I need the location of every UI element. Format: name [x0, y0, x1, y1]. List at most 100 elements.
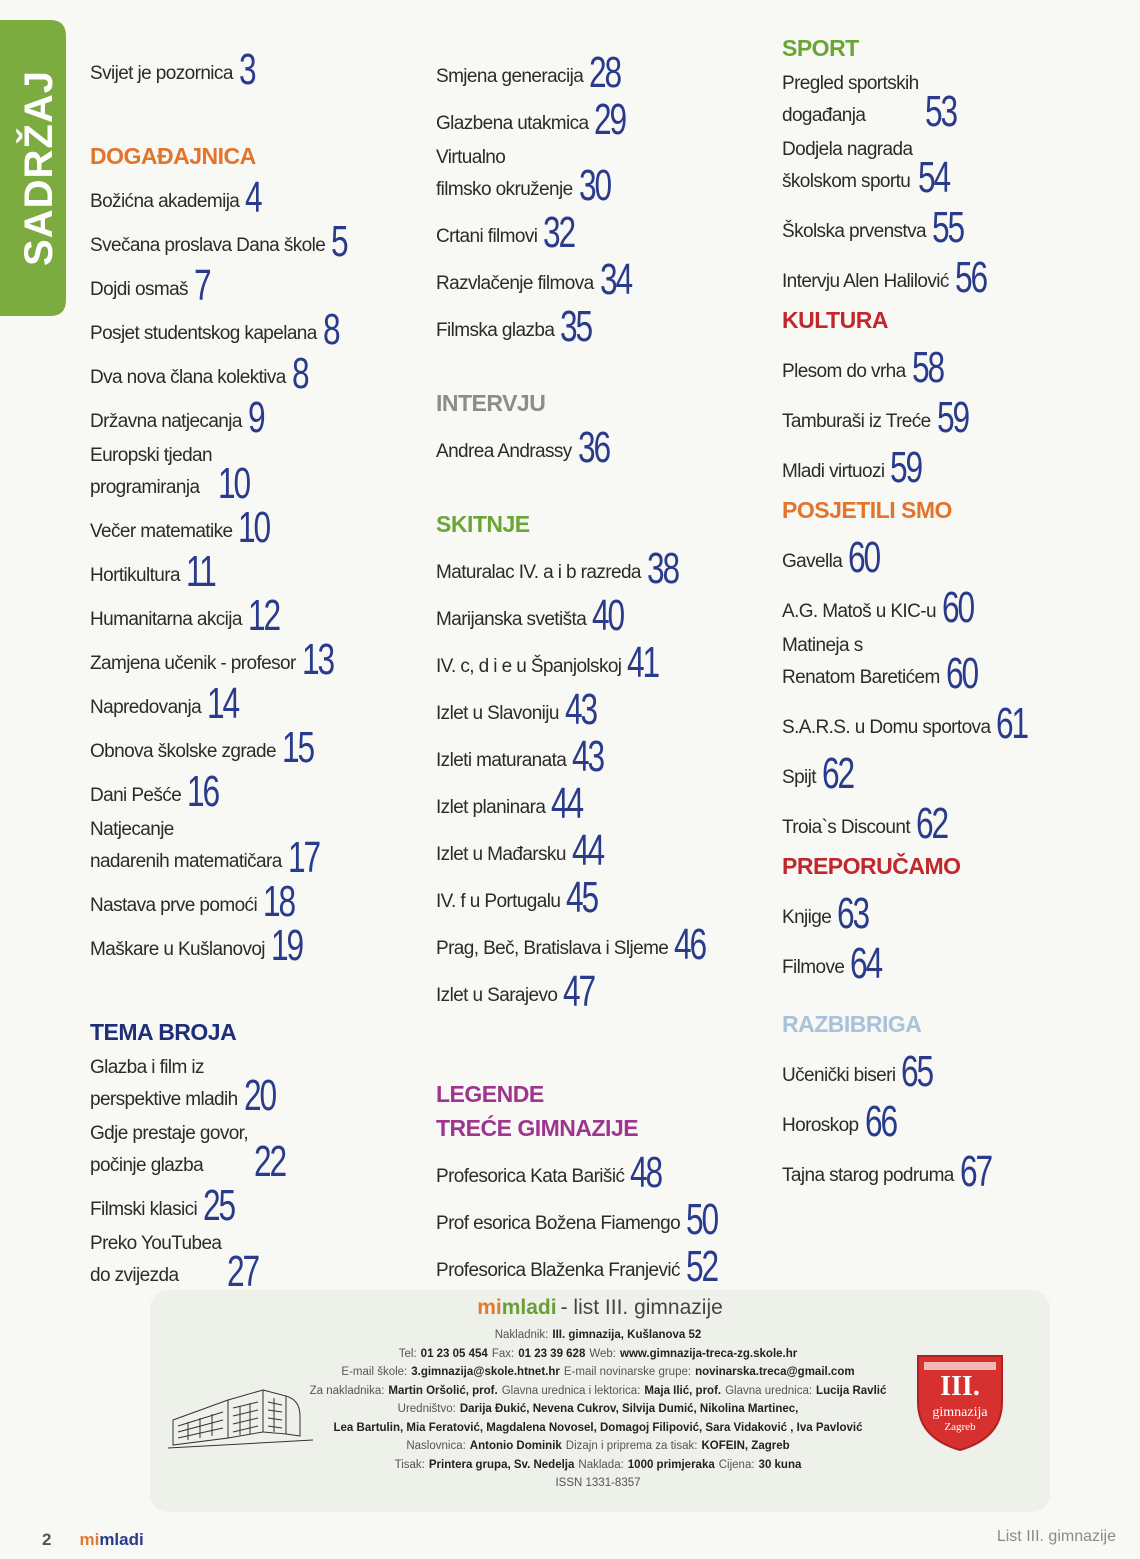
entry-title-line: Školska prvenstva — [782, 221, 927, 242]
imprint-value: Antonio Dominik — [469, 1440, 562, 1452]
entry-title-line: Crtani filmovi — [436, 226, 538, 247]
toc-entry: Državna natjecanja 9 — [90, 396, 420, 440]
entry-title-line: Filmove — [782, 957, 845, 978]
page-number: 59 — [890, 443, 923, 492]
imprint-label: Tel: — [398, 1347, 417, 1360]
page-number: 43 — [572, 732, 605, 781]
entry-title-line: Tamburaši iz Treće — [782, 411, 931, 432]
entry-title-line: Preko YouTubea — [90, 1233, 222, 1254]
heading-line: SKITNJE — [436, 511, 530, 537]
imprint-brand: mimladi - list III. gimnazije — [300, 1296, 900, 1320]
section-heading: TEMA BROJA — [90, 1012, 420, 1052]
entry-title-line: Horoskop — [782, 1115, 859, 1136]
toc-entry: Tajna starog podruma 67 — [782, 1144, 1112, 1194]
page-number: 45 — [566, 873, 599, 922]
toc-entry: Filmska glazba 35 — [436, 302, 766, 349]
imprint-label: E-mail škole: — [341, 1366, 408, 1378]
logo-numeral: III. — [940, 1371, 980, 1402]
entry-title-line: Virtualno — [436, 147, 506, 168]
page-number: 14 — [207, 679, 240, 728]
toc-entry: S.A.R.S. u Domu sportova 61 — [782, 696, 1112, 746]
toc-entry: Učenički biseri 65 — [782, 1044, 1112, 1094]
entry-title-line: filmsko okruženje — [436, 179, 573, 200]
entry-title: Matineja s Renatom Baretićem — [782, 630, 940, 696]
entry-title: Virtualno filmsko okruženje — [436, 142, 573, 208]
section-heading: POSJETILI SMO — [782, 490, 1112, 530]
entry-title-line: Izlet u Mađarsku — [436, 844, 566, 865]
entry-title-line: Intervju Alen Halilović — [782, 271, 949, 292]
entry-title: Andrea Andrassy — [436, 436, 572, 470]
section-heading: RAZBIBRIGA — [782, 1004, 1112, 1044]
entry-title-line: Smjena generacija — [436, 66, 584, 87]
entry-title: Nastava prve pomoći — [90, 890, 258, 924]
entry-title-line: Renatom Baretićem — [782, 667, 940, 688]
entry-title: Obnova školske zgrade — [90, 736, 277, 770]
imprint-value: Lucija Ravlić — [816, 1384, 887, 1397]
page-number: 30 — [578, 161, 612, 210]
imprint-label: Naslovnica: — [406, 1440, 466, 1452]
imprint-label: Naklada: — [578, 1458, 624, 1471]
page-number: 11 — [185, 547, 217, 596]
entry-title-line: Razvlačenje filmova — [436, 273, 594, 294]
entry-title: Preko YouTubea do zvijezda — [90, 1228, 222, 1294]
page-number: 22 — [254, 1137, 287, 1186]
entry-title-line: počinje glazba — [90, 1155, 204, 1176]
imprint-value: KOFEIN, Zagreb — [701, 1440, 790, 1452]
toc-entry: Razvlačenje filmova 34 — [436, 255, 766, 302]
page-number: 16 — [187, 767, 220, 816]
page-number: 38 — [646, 544, 680, 593]
entry-title: Smjena generacija — [436, 61, 584, 95]
toc-entry: Gavella 60 — [782, 530, 1112, 580]
brand-mladi: mladi — [501, 1296, 557, 1319]
toc-entry: Marijanska svetišta 40 — [436, 591, 766, 638]
toc-entry: IV. c, d i e u Španjolskoj 41 — [436, 638, 766, 685]
page-number: 8 — [322, 305, 341, 354]
entry-title-line: Nastava prve pomoći — [90, 895, 258, 916]
page-number: 13 — [301, 635, 335, 684]
page-number: 8 — [291, 349, 310, 398]
entry-title-line: Profesorica Blaženka Franjević — [436, 1260, 680, 1281]
page-number: 60 — [945, 649, 979, 698]
toc-section: Svijet je pozornica 3 — [90, 48, 420, 92]
toc-entry: Obnova školske zgrade 15 — [90, 726, 420, 770]
toc-entry: Maturalac IV. a i b razreda 38 — [436, 544, 766, 591]
imprint-label: Glavna urednica i lektorica: — [501, 1384, 641, 1397]
page-number: 47 — [563, 967, 596, 1016]
entry-title: Razvlačenje filmova — [436, 268, 594, 302]
entry-title: Zamjena učenik - profesor — [90, 648, 296, 682]
school-logo: III. gimnazija Zagreb — [917, 1355, 1003, 1452]
toc-entry: Svijet je pozornica 3 — [90, 48, 420, 92]
heading-line: INTERVJU — [436, 390, 546, 416]
entry-title: Plesom do vrha — [782, 356, 906, 390]
entry-title-line: S.A.R.S. u Domu sportova — [782, 717, 991, 738]
toc-entry: Zamjena učenik - profesor 13 — [90, 638, 420, 682]
entry-title: Božićna akademija — [90, 186, 240, 220]
footer-right: List III. gimnazije — [996, 1528, 1116, 1545]
entry-title: Izlet planinara — [436, 792, 546, 826]
entry-title: Mladi virtuozi — [782, 456, 885, 490]
imprint-label: Uredništvo: — [397, 1403, 456, 1415]
page-number: 32 — [543, 208, 576, 257]
imprint-label: Tisak: — [394, 1458, 425, 1471]
entry-title-line: Europski tjedan — [90, 445, 213, 466]
imprint-label: Dizajn i priprema za tisak: — [565, 1440, 698, 1452]
entry-title: Prag, Beč, Bratislava i Sljeme — [436, 933, 669, 967]
toc-entry: Glazbena utakmica 29 — [436, 95, 766, 142]
entry-title: Gavella — [782, 546, 843, 580]
imprint-value: Darija Đukić, Nevena Cukrov, Silvija Dum… — [459, 1403, 799, 1415]
page-number: 67 — [959, 1147, 993, 1196]
entry-title: Horoskop — [782, 1110, 859, 1144]
entry-title: Večer matematike — [90, 516, 233, 550]
toc-entry: Izleti maturanata 43 — [436, 732, 766, 779]
entry-title: Napredovanja — [90, 692, 202, 726]
page-number: 60 — [848, 533, 881, 582]
section-heading: SPORT — [782, 28, 1112, 68]
toc-entry: Dani Pešće 16 — [90, 770, 420, 814]
toc-section: TEMA BROJA Glazba i film iz perspektive ml… — [90, 1012, 420, 1294]
toc-entry: Školska prvenstva 55 — [782, 200, 1112, 250]
entry-title: Učenički biseri — [782, 1060, 896, 1094]
toc-entry: Glazba i film iz perspektive mladih 20 — [90, 1052, 420, 1118]
toc-entry: Preko YouTubea do zvijezda 27 — [90, 1228, 420, 1294]
toc-entry: Knjige 63 — [782, 886, 1112, 936]
